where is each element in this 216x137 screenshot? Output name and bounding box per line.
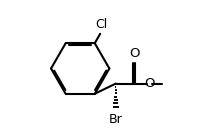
Text: Cl: Cl (95, 18, 107, 31)
Text: O: O (145, 77, 155, 90)
Text: O: O (129, 47, 139, 60)
Text: Br: Br (109, 113, 123, 126)
